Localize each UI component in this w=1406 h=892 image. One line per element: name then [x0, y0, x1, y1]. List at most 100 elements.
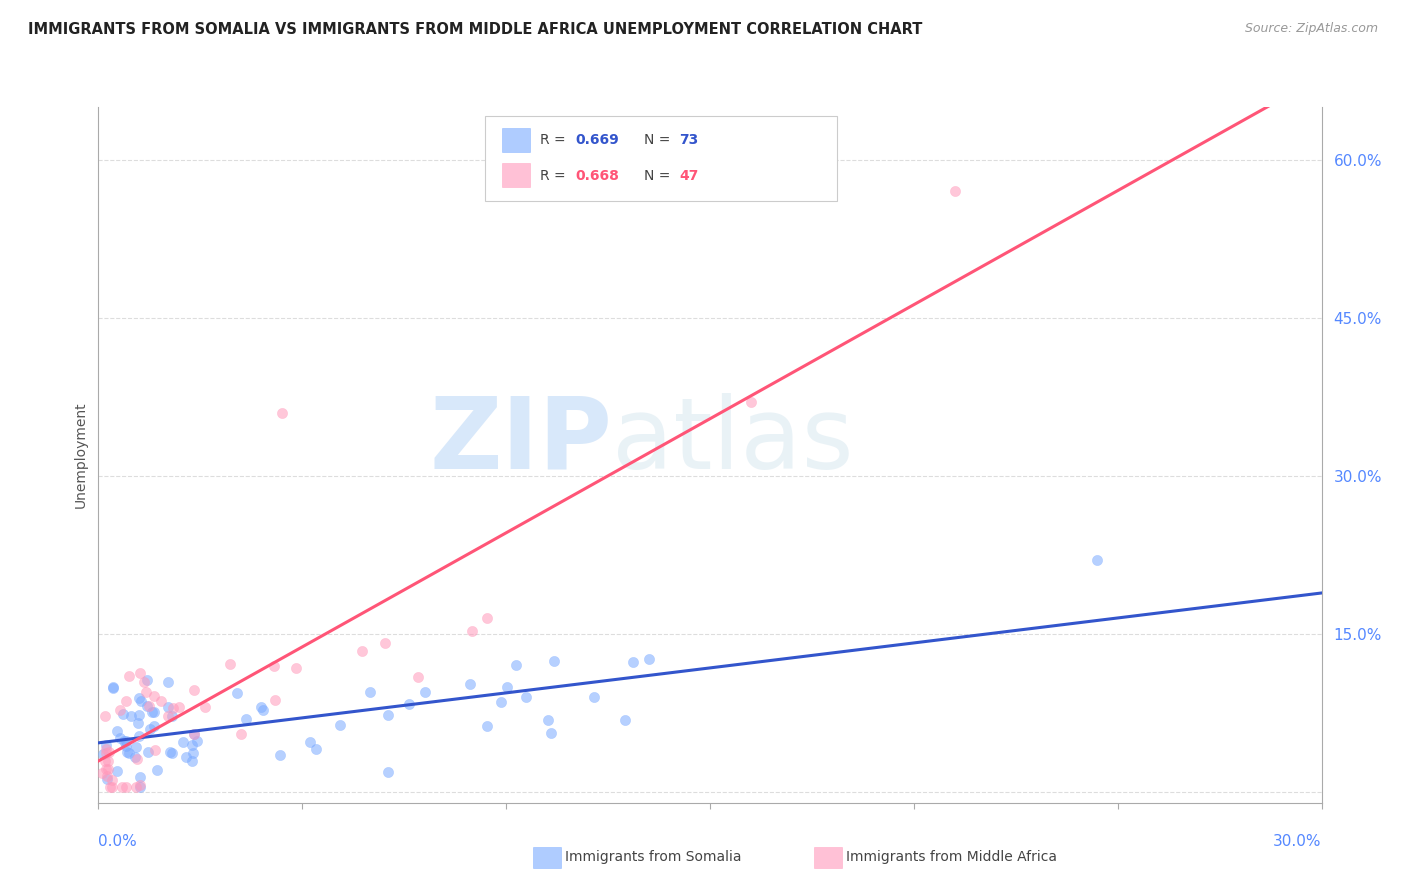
Point [97, 763, 120, 777]
Point [138, 699, 160, 714]
Point [128, 729, 150, 743]
Point [157, 709, 180, 723]
Text: Immigrants from Somalia: Immigrants from Somalia [565, 850, 742, 864]
Text: 0.669: 0.669 [575, 133, 619, 147]
Text: 0.668: 0.668 [575, 169, 619, 183]
Point [160, 747, 183, 761]
Point [132, 675, 155, 690]
Point [125, 780, 148, 794]
Text: 73: 73 [679, 133, 699, 147]
Point [305, 742, 328, 756]
Point [108, 731, 131, 745]
Point [115, 693, 138, 707]
Point [101, 780, 124, 794]
Point [141, 706, 163, 720]
Point [120, 708, 142, 723]
Point [125, 752, 148, 766]
Point [162, 700, 184, 714]
Point [193, 700, 215, 714]
Point [183, 727, 205, 741]
Point [94, 708, 117, 723]
Point [110, 703, 132, 717]
Point [162, 709, 184, 723]
Point [135, 673, 157, 687]
Point [496, 680, 519, 694]
Point [183, 726, 205, 740]
Point [94, 746, 117, 760]
Point [377, 764, 399, 779]
Point [614, 713, 637, 727]
Point [138, 722, 160, 736]
Text: ZIP: ZIP [429, 392, 612, 490]
Point [94, 738, 117, 752]
Point [127, 716, 149, 731]
Point [235, 713, 257, 727]
Point [477, 611, 499, 625]
Point [103, 680, 125, 694]
Point [128, 666, 150, 681]
Point [97, 754, 120, 768]
Point [91, 747, 114, 761]
Point [143, 743, 166, 757]
Point [252, 703, 274, 717]
Text: 0.0%: 0.0% [98, 834, 138, 849]
Point [128, 690, 150, 705]
Point [270, 406, 294, 420]
Point [460, 677, 482, 691]
Point [129, 778, 152, 792]
Point [406, 670, 429, 684]
Point [138, 745, 160, 759]
Point [98, 780, 121, 794]
Point [91, 766, 114, 780]
Point [329, 718, 352, 732]
Point [515, 690, 537, 704]
Point [181, 747, 204, 761]
Point [269, 747, 291, 762]
Point [540, 726, 562, 740]
Point [115, 780, 138, 794]
Point [111, 780, 134, 794]
Point [143, 705, 166, 719]
Point [477, 719, 499, 733]
Text: 47: 47 [679, 169, 699, 183]
Text: N =: N = [644, 169, 675, 183]
Point [143, 689, 166, 703]
Point [413, 685, 436, 699]
Point [150, 694, 173, 708]
Point [115, 745, 138, 759]
Point [129, 694, 152, 708]
Point [299, 735, 322, 749]
Point [219, 657, 242, 671]
Point [135, 699, 157, 714]
Point [374, 636, 396, 650]
Point [112, 733, 135, 747]
Text: Source: ZipAtlas.com: Source: ZipAtlas.com [1244, 22, 1378, 36]
Point [146, 763, 169, 777]
Text: N =: N = [644, 133, 675, 147]
Point [157, 674, 180, 689]
Point [143, 719, 166, 733]
Point [93, 755, 115, 769]
Point [263, 658, 285, 673]
Point [621, 656, 644, 670]
Point [638, 652, 661, 666]
Point [129, 780, 152, 794]
Point [115, 739, 138, 754]
Point [124, 739, 146, 754]
Point [156, 699, 179, 714]
Point [740, 395, 762, 409]
Point [96, 772, 118, 786]
Point [226, 686, 249, 700]
Text: 30.0%: 30.0% [1274, 834, 1322, 849]
Point [107, 764, 129, 778]
Point [583, 690, 606, 705]
Point [186, 734, 208, 748]
Text: IMMIGRANTS FROM SOMALIA VS IMMIGRANTS FROM MIDDLE AFRICA UNEMPLOYMENT CORRELATIO: IMMIGRANTS FROM SOMALIA VS IMMIGRANTS FR… [28, 22, 922, 37]
Point [115, 734, 138, 748]
Point [489, 695, 512, 709]
Point [943, 185, 966, 199]
Point [537, 713, 560, 727]
Point [96, 768, 118, 782]
Point [169, 700, 191, 714]
Point [94, 741, 117, 756]
